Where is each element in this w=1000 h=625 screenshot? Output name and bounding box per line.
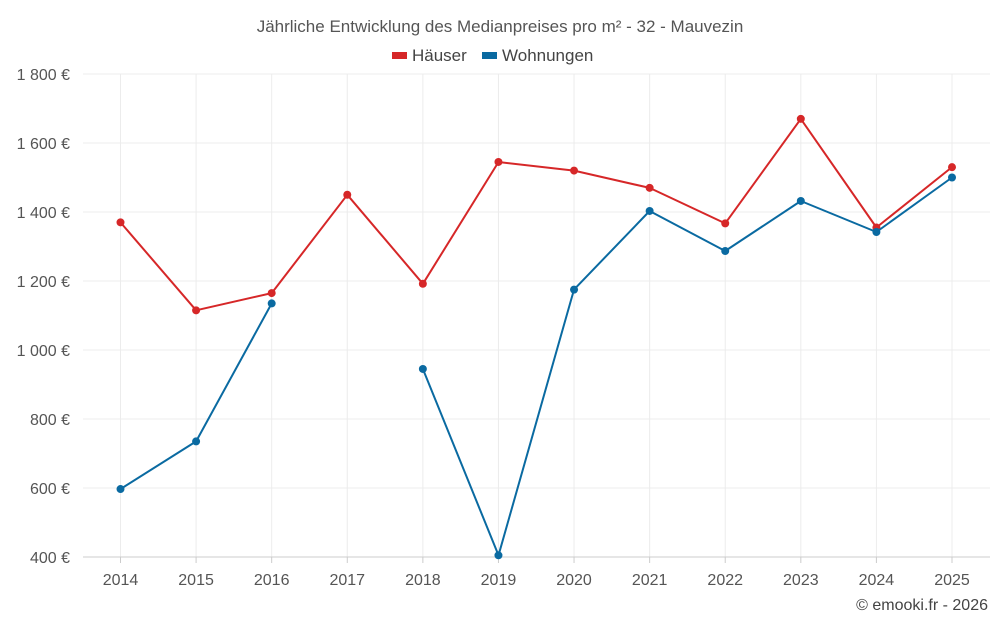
legend: Häuser Wohnungen bbox=[392, 46, 593, 65]
x-tick-label: 2024 bbox=[859, 572, 895, 589]
y-tick-label: 1 600 € bbox=[17, 136, 70, 153]
data-point[interactable] bbox=[116, 485, 125, 494]
y-tick-label: 400 € bbox=[30, 550, 70, 567]
data-point[interactable] bbox=[267, 289, 276, 298]
legend-item[interactable]: Wohnungen bbox=[482, 46, 593, 65]
x-tick-label: 2018 bbox=[405, 572, 441, 589]
data-point[interactable] bbox=[721, 246, 730, 255]
series-2 bbox=[116, 173, 956, 560]
legend-label: Wohnungen bbox=[502, 46, 593, 65]
y-axis: 400 € 600 € 800 € 1 000 € 1 200 € 1 400 € 1 60… bbox=[17, 67, 70, 567]
y-tick-label: 600 € bbox=[30, 481, 70, 498]
y-tick-label: 1 000 € bbox=[17, 343, 70, 360]
data-point[interactable] bbox=[418, 364, 427, 373]
data-point[interactable] bbox=[192, 306, 201, 315]
x-tick-label: 2021 bbox=[632, 572, 668, 589]
data-point[interactable] bbox=[570, 166, 579, 175]
gridlines bbox=[83, 73, 990, 558]
series-group bbox=[116, 114, 956, 560]
data-point[interactable] bbox=[948, 163, 956, 172]
data-point[interactable] bbox=[872, 228, 881, 237]
legend-swatch bbox=[392, 52, 407, 59]
data-point[interactable] bbox=[796, 114, 805, 123]
data-point[interactable] bbox=[494, 157, 503, 166]
x-tick-label: 2014 bbox=[103, 572, 139, 589]
data-point[interactable] bbox=[796, 196, 805, 205]
y-tick-label: 1 400 € bbox=[17, 205, 70, 222]
y-tick-label: 1 200 € bbox=[17, 274, 70, 291]
y-tick-label: 1 800 € bbox=[17, 67, 70, 84]
data-point[interactable] bbox=[494, 551, 503, 560]
data-point[interactable] bbox=[721, 219, 730, 228]
data-point[interactable] bbox=[192, 437, 201, 446]
credit-text: © emooki.fr - 2026 bbox=[856, 597, 988, 614]
data-point[interactable] bbox=[418, 279, 427, 288]
legend-swatch bbox=[482, 52, 497, 59]
legend-item[interactable]: Häuser bbox=[392, 46, 467, 65]
data-point[interactable] bbox=[267, 299, 276, 308]
x-tick-label: 2015 bbox=[178, 572, 214, 589]
data-point[interactable] bbox=[645, 206, 654, 215]
data-point[interactable] bbox=[343, 190, 352, 199]
chart-title: Jährliche Entwicklung des Medianpreises … bbox=[257, 17, 744, 36]
x-tick-label: 2020 bbox=[556, 572, 592, 589]
x-tick-label: 2022 bbox=[707, 572, 743, 589]
x-tick-label: 2016 bbox=[254, 572, 290, 589]
series-line bbox=[421, 176, 953, 557]
data-point[interactable] bbox=[948, 173, 956, 182]
y-tick-label: 800 € bbox=[30, 412, 70, 429]
data-point[interactable] bbox=[570, 285, 579, 294]
x-tick-label: 2025 bbox=[934, 572, 970, 589]
x-tick-label: 2019 bbox=[481, 572, 517, 589]
series-line bbox=[119, 117, 953, 312]
data-point[interactable] bbox=[116, 218, 125, 227]
x-axis: 2014 2015 2016 2017 2018 2019 2020 2021 2022 2023… bbox=[83, 556, 990, 589]
data-point[interactable] bbox=[645, 183, 654, 192]
x-tick-label: 2017 bbox=[329, 572, 365, 589]
series-1 bbox=[116, 114, 956, 315]
legend-label: Häuser bbox=[412, 46, 467, 65]
x-tick-label: 2023 bbox=[783, 572, 819, 589]
